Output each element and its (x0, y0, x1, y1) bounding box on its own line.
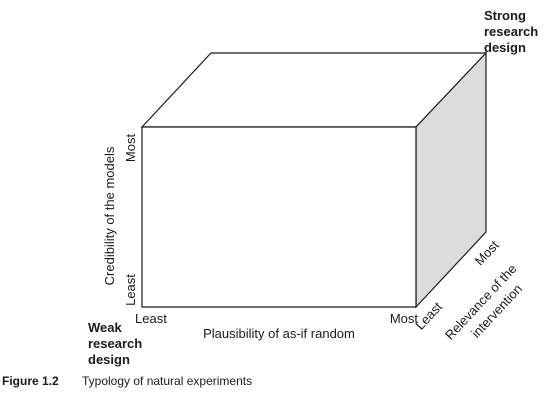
weak-design-label: Weak research design (88, 320, 146, 367)
cube-front-face (142, 127, 416, 307)
weak-design-line-2: research (88, 336, 142, 351)
strong-design-line-2: research (484, 24, 538, 39)
y-axis-title: Credibility of the models (102, 146, 117, 285)
weak-design-line-1: Weak (88, 320, 122, 335)
cube (142, 53, 486, 307)
figure-number: Figure 1.2 (2, 374, 59, 388)
x-axis-low-label: Least (135, 311, 167, 326)
x-axis-title: Plausibility of as-if random (203, 326, 355, 341)
figure-title: Typology of natural experiments (82, 374, 252, 388)
strong-design-line-3: design (484, 40, 526, 55)
y-axis-low-label: Least (123, 274, 138, 306)
y-axis-high-label: Most (123, 134, 138, 163)
weak-design-line-3: design (88, 352, 130, 367)
strong-design-label: Strong research design (484, 8, 542, 55)
strong-design-line-1: Strong (484, 8, 526, 23)
figure-caption: Figure 1.2 Typology of natural experimen… (2, 372, 252, 389)
